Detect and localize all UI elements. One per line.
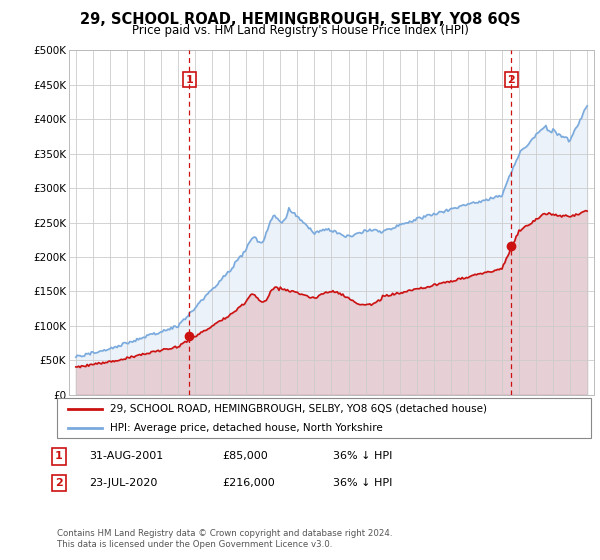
Text: 29, SCHOOL ROAD, HEMINGBROUGH, SELBY, YO8 6QS: 29, SCHOOL ROAD, HEMINGBROUGH, SELBY, YO… <box>80 12 520 27</box>
Text: 2: 2 <box>55 478 62 488</box>
Text: 1: 1 <box>55 451 62 461</box>
Text: HPI: Average price, detached house, North Yorkshire: HPI: Average price, detached house, Nort… <box>110 423 383 433</box>
Text: 1: 1 <box>185 74 193 85</box>
FancyBboxPatch shape <box>57 398 591 438</box>
Text: Contains HM Land Registry data © Crown copyright and database right 2024.
This d: Contains HM Land Registry data © Crown c… <box>57 529 392 549</box>
Text: 2: 2 <box>508 74 515 85</box>
Text: Price paid vs. HM Land Registry's House Price Index (HPI): Price paid vs. HM Land Registry's House … <box>131 24 469 37</box>
Text: 29, SCHOOL ROAD, HEMINGBROUGH, SELBY, YO8 6QS (detached house): 29, SCHOOL ROAD, HEMINGBROUGH, SELBY, YO… <box>110 404 487 414</box>
Text: 31-AUG-2001: 31-AUG-2001 <box>89 451 163 461</box>
Text: 23-JUL-2020: 23-JUL-2020 <box>89 478 157 488</box>
Text: 36% ↓ HPI: 36% ↓ HPI <box>333 451 392 461</box>
Text: £216,000: £216,000 <box>222 478 275 488</box>
Text: 36% ↓ HPI: 36% ↓ HPI <box>333 478 392 488</box>
Text: £85,000: £85,000 <box>222 451 268 461</box>
